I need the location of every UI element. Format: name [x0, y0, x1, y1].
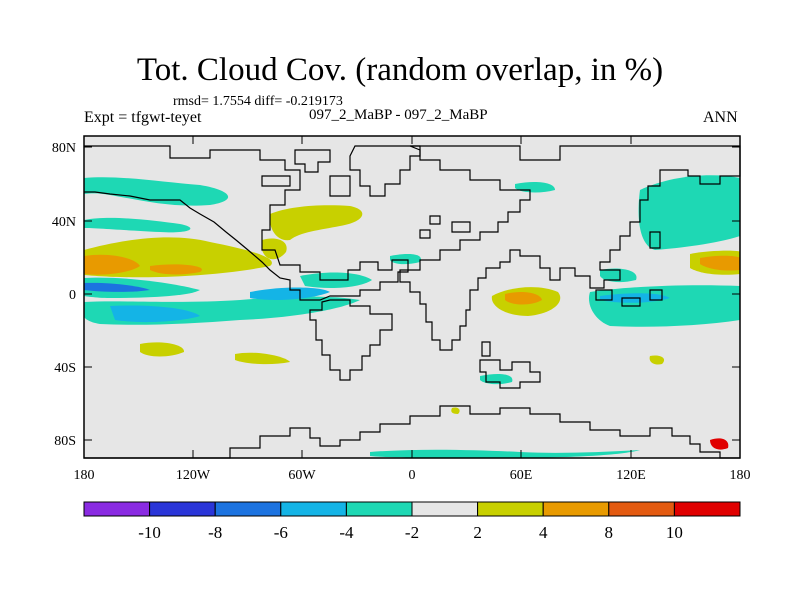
- colorbar-label: 10: [666, 523, 683, 542]
- lon-label-0: 0: [409, 468, 416, 483]
- colorbar-labels: -10 -8 -6 -4 -2 2 4 8 10: [138, 523, 683, 542]
- colorbar-box: [673, 501, 741, 517]
- colorbar-label: -8: [208, 523, 222, 542]
- experiment-label: Expt = tfgwt-teyet: [84, 109, 202, 126]
- lon-label-120e: 120E: [616, 468, 646, 483]
- stats-label: rmsd= 1.7554 diff= -0.219173: [173, 94, 343, 109]
- lat-label-40n: 40N: [52, 215, 76, 230]
- colorbar-label: 8: [605, 523, 614, 542]
- colorbar-label: -2: [405, 523, 419, 542]
- anomaly-fills: [84, 175, 740, 458]
- colorbar-label: 4: [539, 523, 548, 542]
- colorbar-box: [149, 501, 216, 517]
- case-label: 097_2_MaBP - 097_2_MaBP: [309, 107, 488, 123]
- longitude-labels: 180 120W 60W 0 60E 120E 180: [74, 468, 751, 483]
- colorbar-box: [345, 501, 413, 517]
- lat-label-80n: 80N: [52, 141, 76, 156]
- coastlines: [84, 145, 741, 459]
- colorbar-label: -4: [339, 523, 354, 542]
- colorbar-box: [608, 501, 675, 517]
- plot-title: Tot. Cloud Cov. (random overlap, in %): [136, 52, 664, 88]
- colorbar-box: [542, 501, 610, 517]
- lon-label-180e: 180: [730, 468, 751, 483]
- colorbar-box: [214, 501, 282, 517]
- latitude-labels: 80N 40N 0 40S 80S: [52, 141, 76, 449]
- tick-marks: [84, 136, 740, 458]
- colorbar-box: [83, 501, 151, 517]
- colorbar-box: [477, 501, 544, 517]
- lat-label-80s: 80S: [54, 434, 76, 449]
- colorbar: [83, 501, 741, 517]
- colorbar-label: -6: [274, 523, 288, 542]
- colorbar-label: -10: [138, 523, 161, 542]
- lon-label-120w: 120W: [176, 468, 211, 483]
- season-label: ANN: [703, 109, 738, 126]
- colorbar-label: 2: [473, 523, 482, 542]
- lon-label-60e: 60E: [510, 468, 533, 483]
- lon-label-180w: 180: [74, 468, 95, 483]
- lat-label-40s: 40S: [54, 361, 76, 376]
- colorbar-box: [411, 501, 479, 517]
- lat-label-0: 0: [69, 288, 76, 303]
- colorbar-box: [280, 501, 347, 517]
- lon-label-60w: 60W: [288, 468, 316, 483]
